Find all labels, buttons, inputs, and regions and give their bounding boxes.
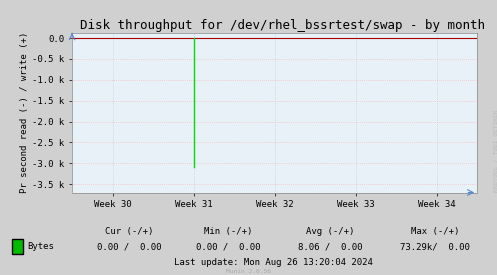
Text: Last update: Mon Aug 26 13:20:04 2024: Last update: Mon Aug 26 13:20:04 2024 <box>174 258 373 267</box>
Text: Min (-/+): Min (-/+) <box>204 227 253 236</box>
Text: 8.06 /  0.00: 8.06 / 0.00 <box>298 242 363 251</box>
Text: Avg (-/+): Avg (-/+) <box>306 227 355 236</box>
Text: Max (-/+): Max (-/+) <box>411 227 459 236</box>
Y-axis label: Pr second read (-) / write (+): Pr second read (-) / write (+) <box>20 32 29 193</box>
Text: Cur (-/+): Cur (-/+) <box>105 227 154 236</box>
Text: Disk throughput for /dev/rhel_bssrtest/swap - by month: Disk throughput for /dev/rhel_bssrtest/s… <box>80 19 485 32</box>
Text: 73.29k/  0.00: 73.29k/ 0.00 <box>400 242 470 251</box>
Text: RRDTOOL / TOBI OETIKER: RRDTOOL / TOBI OETIKER <box>493 110 497 192</box>
Text: 0.00 /  0.00: 0.00 / 0.00 <box>196 242 261 251</box>
Text: Munin 2.0.56: Munin 2.0.56 <box>226 269 271 274</box>
Text: 0.00 /  0.00: 0.00 / 0.00 <box>97 242 162 251</box>
Text: Bytes: Bytes <box>27 242 54 251</box>
